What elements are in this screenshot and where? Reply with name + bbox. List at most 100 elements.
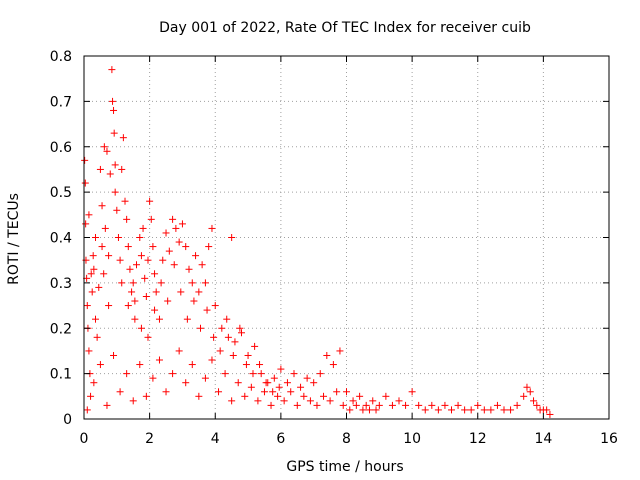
data-point xyxy=(100,143,108,151)
data-point xyxy=(159,256,167,264)
data-point xyxy=(147,215,155,223)
data-point xyxy=(343,388,350,396)
data-point xyxy=(395,397,403,405)
data-point xyxy=(526,388,534,396)
data-point xyxy=(242,361,250,369)
data-point xyxy=(93,333,101,341)
data-point xyxy=(81,179,89,187)
y-tick-label: 0.8 xyxy=(50,49,72,65)
data-point xyxy=(85,347,93,355)
data-point xyxy=(190,297,198,305)
data-point xyxy=(274,392,282,400)
data-point xyxy=(262,379,270,387)
x-tick-label: 10 xyxy=(403,431,421,447)
data-point xyxy=(141,274,149,282)
data-point xyxy=(89,252,97,260)
y-tick-label: 0.6 xyxy=(50,140,72,156)
data-point xyxy=(87,392,95,400)
data-point xyxy=(162,388,170,396)
data-point xyxy=(192,252,200,260)
data-point xyxy=(543,406,551,414)
y-tick-label: 0 xyxy=(63,412,72,428)
data-point xyxy=(224,333,232,341)
data-point xyxy=(106,170,114,178)
data-point xyxy=(287,388,295,396)
data-point xyxy=(188,279,196,287)
data-point xyxy=(114,234,122,241)
data-point xyxy=(157,279,165,287)
data-point xyxy=(175,347,183,355)
data-point xyxy=(513,401,521,409)
x-tick-label: 8 xyxy=(342,431,351,447)
y-tick-label: 0.5 xyxy=(50,185,72,201)
data-point xyxy=(188,361,196,369)
data-point xyxy=(313,401,321,409)
data-point xyxy=(105,252,113,260)
data-point xyxy=(269,388,277,396)
data-point xyxy=(260,388,268,396)
data-point xyxy=(493,401,501,409)
data-point xyxy=(90,265,98,273)
data-point xyxy=(500,406,508,414)
data-point xyxy=(116,256,124,264)
y-tick-label: 0.7 xyxy=(50,94,72,110)
y-axis-label: ROTI / TECUs xyxy=(6,193,22,285)
data-point xyxy=(142,292,150,300)
x-tick-label: 6 xyxy=(276,431,285,447)
chart-title: Day 001 of 2022, Rate Of TEC Index for r… xyxy=(159,20,531,36)
data-point xyxy=(121,197,129,205)
data-point xyxy=(172,224,180,232)
data-point xyxy=(110,129,118,137)
data-point xyxy=(346,406,354,414)
data-point xyxy=(144,333,152,341)
data-point xyxy=(182,379,190,387)
data-point xyxy=(208,224,216,232)
data-point xyxy=(256,361,264,369)
data-point xyxy=(323,351,331,359)
data-point xyxy=(267,401,275,409)
data-point xyxy=(164,297,172,305)
x-tick-label: 4 xyxy=(211,431,220,447)
data-point xyxy=(223,315,231,323)
data-point xyxy=(169,370,177,378)
data-point xyxy=(507,406,515,414)
data-point xyxy=(339,401,347,409)
x-axis-label: GPS time / hours xyxy=(286,459,403,475)
data-point xyxy=(142,392,150,400)
data-point xyxy=(88,288,96,296)
data-point xyxy=(124,243,132,251)
data-point xyxy=(201,279,209,287)
data-point xyxy=(129,397,137,405)
data-point xyxy=(428,401,436,409)
data-point xyxy=(216,347,224,355)
data-point xyxy=(329,361,337,369)
data-point xyxy=(108,66,116,74)
data-point xyxy=(201,374,209,382)
data-point xyxy=(533,401,541,409)
x-tick-label: 0 xyxy=(80,431,89,447)
data-point xyxy=(316,370,324,378)
data-point xyxy=(408,388,416,396)
data-point xyxy=(83,406,91,414)
data-point xyxy=(195,392,203,400)
data-point xyxy=(196,324,204,332)
data-point xyxy=(402,401,410,409)
data-point xyxy=(352,401,360,409)
data-point xyxy=(320,392,328,400)
data-point xyxy=(111,188,119,196)
data-point xyxy=(236,324,244,332)
y-tick-label: 0.3 xyxy=(50,276,72,292)
data-point xyxy=(152,288,160,296)
y-tick-label: 0.4 xyxy=(50,231,72,247)
data-point xyxy=(205,243,213,251)
axes: 0 2 4 6 8 10 12 14 16 0 0.1 0.2 0.3 0.4 0.5 0.6 0.7 0.8 xyxy=(50,49,618,447)
data-point xyxy=(98,243,106,251)
data-point xyxy=(300,392,308,400)
data-point xyxy=(362,401,370,409)
data-point xyxy=(303,374,311,382)
data-point xyxy=(448,406,455,414)
data-point xyxy=(123,215,131,223)
data-point xyxy=(83,302,91,310)
data-point xyxy=(297,383,305,391)
data-point xyxy=(487,406,495,414)
